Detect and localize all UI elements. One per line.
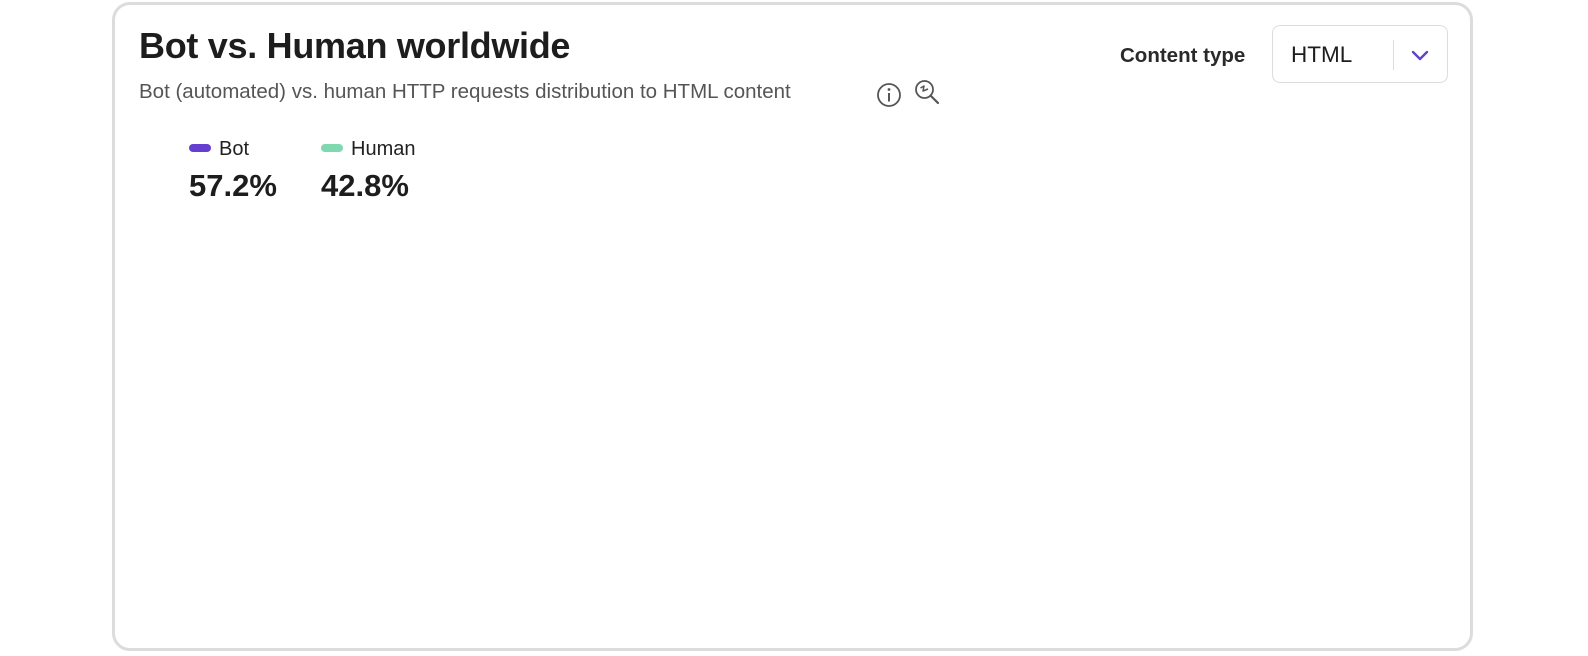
legend-swatch-bot: [189, 144, 211, 152]
chart-subtitle: Bot (automated) vs. human HTTP requests …: [139, 80, 791, 103]
content-type-select[interactable]: HTML: [1272, 25, 1448, 83]
select-divider: [1393, 40, 1394, 70]
content-type-selected-value: HTML: [1291, 42, 1353, 67]
legend-label-human: Human: [351, 138, 416, 160]
info-circle-icon[interactable]: [874, 80, 904, 110]
zoom-magnifier-icon[interactable]: [912, 77, 942, 107]
legend-value-bot: 57.2%: [189, 168, 277, 203]
chart-card: [112, 2, 1473, 651]
legend-label-bot: Bot: [219, 138, 250, 160]
content-type-label: Content type: [1120, 44, 1246, 67]
page-title: Bot vs. Human worldwide: [139, 25, 571, 66]
legend-swatch-human: [321, 144, 343, 152]
chevron-down-icon[interactable]: [1409, 44, 1431, 66]
legend-value-human: 42.8%: [321, 168, 409, 203]
